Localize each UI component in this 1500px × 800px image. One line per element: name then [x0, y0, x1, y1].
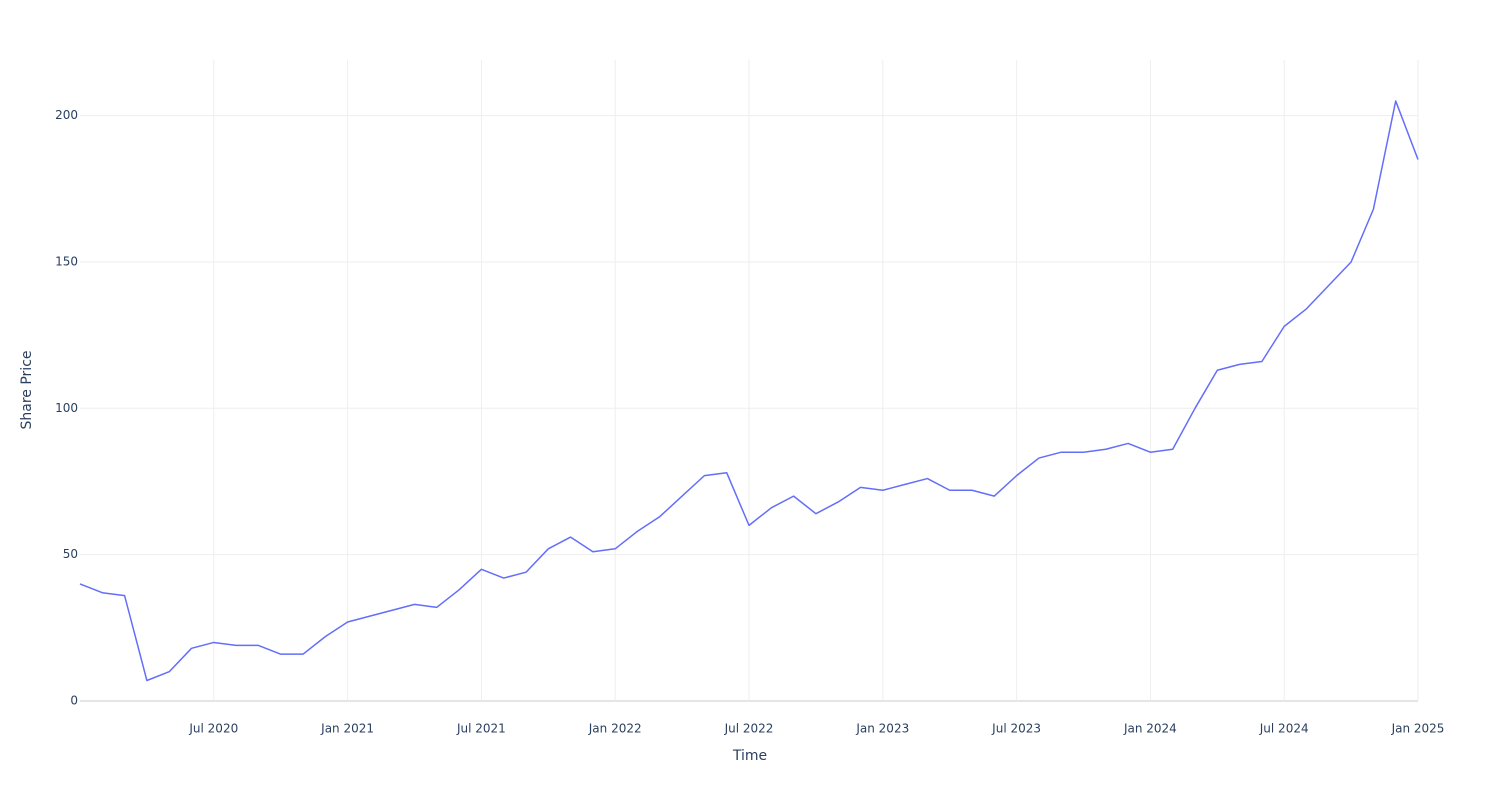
y-tick-label: 200: [55, 108, 78, 122]
x-tick-label: Jul 2023: [991, 722, 1041, 736]
x-tick-label: Jan 2021: [320, 722, 374, 736]
x-axis-title: Time: [732, 748, 767, 764]
x-tick-label: Jan 2025: [1391, 722, 1445, 736]
y-tick-label: 50: [63, 547, 78, 561]
x-tick-label: Jul 2020: [188, 722, 238, 736]
price-line: [79, 100, 1419, 682]
x-tick-label: Jan 2024: [1123, 722, 1177, 736]
y-tick-label: 150: [55, 254, 78, 268]
x-tick-label: Jul 2022: [724, 722, 774, 736]
x-tick-label: Jul 2021: [456, 722, 506, 736]
x-tick-label: Jan 2022: [588, 722, 642, 736]
y-tick-label: 0: [70, 694, 78, 708]
y-axis-title: Share Price: [19, 350, 35, 429]
y-tick-label: 100: [55, 401, 78, 415]
x-tick-label: Jul 2024: [1259, 722, 1309, 736]
x-tick-label: Jan 2023: [855, 722, 909, 736]
